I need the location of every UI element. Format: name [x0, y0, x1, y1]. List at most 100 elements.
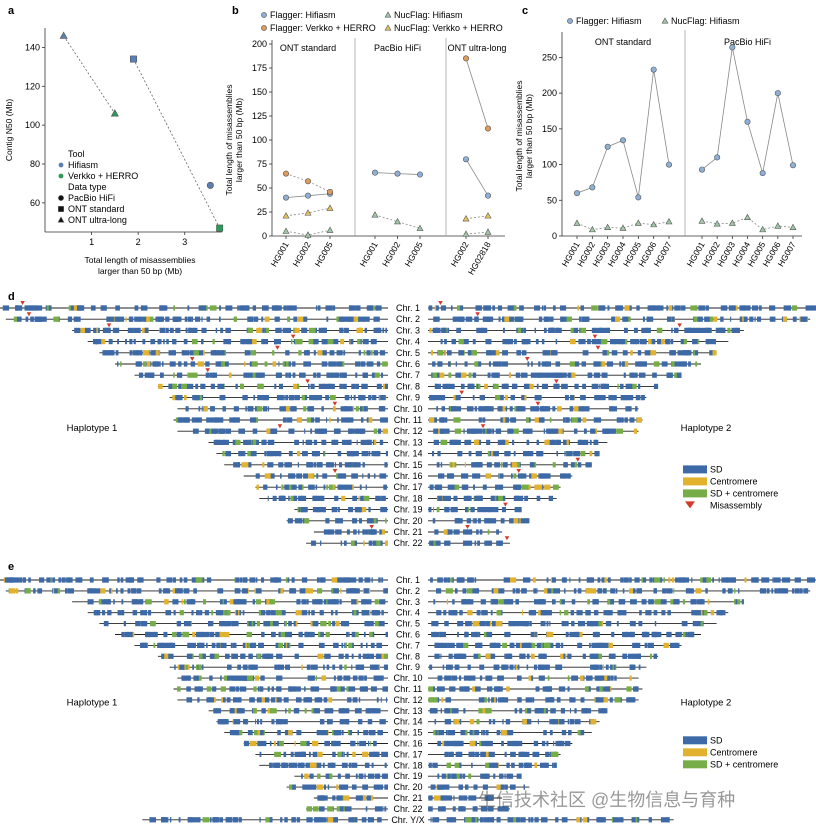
- segment-sdcen: [363, 495, 370, 501]
- segment-sd: [213, 439, 220, 445]
- segment-sd: [433, 316, 440, 322]
- segment-sdcen: [191, 339, 198, 345]
- chromosome-label: Chr. 18: [393, 760, 422, 770]
- segment-sd: [269, 762, 273, 768]
- segment-sd: [436, 305, 439, 311]
- segment-sd: [634, 577, 640, 583]
- segment-sd: [510, 417, 516, 423]
- segment-sd: [103, 621, 109, 627]
- data-point-b-nf_hifi: [326, 226, 334, 233]
- segment-sdcen: [246, 675, 253, 681]
- segment-sd: [449, 439, 455, 445]
- chromosome-label: Chr. 18: [393, 493, 422, 503]
- segment-sd: [644, 642, 648, 648]
- legend-e-swatch-cen: [683, 748, 707, 757]
- segment-sd: [365, 642, 368, 648]
- segment-sd: [159, 305, 164, 311]
- segment-sd: [281, 383, 283, 389]
- segment-sd: [247, 316, 254, 322]
- segment-sd: [446, 817, 453, 823]
- segment-sd: [491, 621, 496, 627]
- segment-sd: [255, 588, 262, 594]
- segment-cen: [436, 428, 443, 434]
- segment-sd: [436, 395, 442, 401]
- segment-sd: [158, 316, 163, 322]
- segment-sd: [455, 518, 460, 524]
- segment-sd: [271, 686, 274, 692]
- segment-sdcen: [382, 361, 388, 367]
- segment-sdcen: [565, 316, 572, 322]
- segment-sd: [150, 339, 152, 345]
- segment-sd: [196, 417, 202, 423]
- segment-cen: [297, 316, 304, 322]
- segment-sd: [237, 305, 239, 311]
- segment-sd: [380, 697, 382, 703]
- segment-sd: [451, 708, 459, 714]
- legend-c-marker-fl_hifi: [567, 18, 573, 24]
- segment-sd: [259, 817, 261, 823]
- segment-sd: [350, 339, 354, 345]
- segment-sd: [252, 675, 255, 681]
- segment-sd: [561, 621, 567, 627]
- segment-sd: [506, 451, 509, 457]
- segment-sd: [516, 773, 522, 779]
- legend-d-label-sdcen: SD + centromere: [710, 488, 778, 498]
- segment-sd: [317, 305, 321, 311]
- segment-sdcen: [564, 610, 569, 616]
- segment-sdcen: [513, 473, 517, 479]
- segment-sd: [587, 817, 590, 823]
- segment-sd: [325, 305, 333, 311]
- segment-sdcen: [695, 361, 698, 367]
- segment-sdcen: [793, 305, 798, 311]
- segment-sd: [541, 305, 544, 311]
- segment-cen: [192, 631, 196, 638]
- segment-sd: [232, 621, 239, 627]
- segment-sd: [463, 708, 466, 714]
- segment-cen: [231, 708, 238, 714]
- segment-sd: [321, 730, 327, 736]
- segment-sd: [321, 339, 328, 345]
- segment-sd: [168, 350, 175, 356]
- segment-sd: [673, 599, 680, 605]
- segment-sdcen: [727, 327, 731, 333]
- segment-sd: [284, 484, 289, 490]
- segment-sd: [148, 631, 156, 638]
- segment-sd: [464, 361, 468, 367]
- segment-sd: [517, 621, 524, 627]
- segment-sd: [470, 507, 474, 513]
- segment-sd: [621, 631, 627, 638]
- panel-label-a: a: [8, 5, 15, 17]
- segment-sd: [310, 428, 313, 434]
- segment-sd: [352, 610, 354, 616]
- segment-sd: [34, 316, 42, 322]
- segment-sd: [450, 610, 458, 616]
- segment-sd: [301, 577, 308, 583]
- segment-sd: [196, 350, 204, 356]
- segment-sd: [363, 383, 368, 389]
- segment-sd: [444, 339, 447, 345]
- segment-sd: [452, 316, 456, 322]
- segment-sd: [200, 383, 206, 389]
- segment-sd: [553, 383, 560, 389]
- segment-sd: [255, 439, 260, 445]
- segment-sdcen: [632, 383, 637, 389]
- segment-sd: [479, 406, 486, 412]
- segment-sd: [353, 428, 355, 434]
- segment-cen: [595, 305, 601, 311]
- segment-sd: [341, 730, 344, 736]
- segment-sd: [39, 316, 47, 322]
- segment-sd: [437, 675, 443, 681]
- segment-sdcen: [153, 642, 156, 648]
- data-point-c-fl_hifi: [714, 154, 721, 161]
- segment-sd: [621, 361, 625, 367]
- segment-sd: [239, 708, 245, 714]
- segment-cen: [247, 588, 249, 594]
- segment-sd: [177, 621, 182, 627]
- segment-sd: [346, 417, 354, 423]
- segment-cen: [262, 462, 265, 468]
- segment-sd: [168, 383, 173, 389]
- segment-sd: [166, 642, 173, 648]
- segment-sd: [506, 719, 510, 725]
- segment-sd: [234, 697, 241, 703]
- segment-sd: [229, 730, 235, 736]
